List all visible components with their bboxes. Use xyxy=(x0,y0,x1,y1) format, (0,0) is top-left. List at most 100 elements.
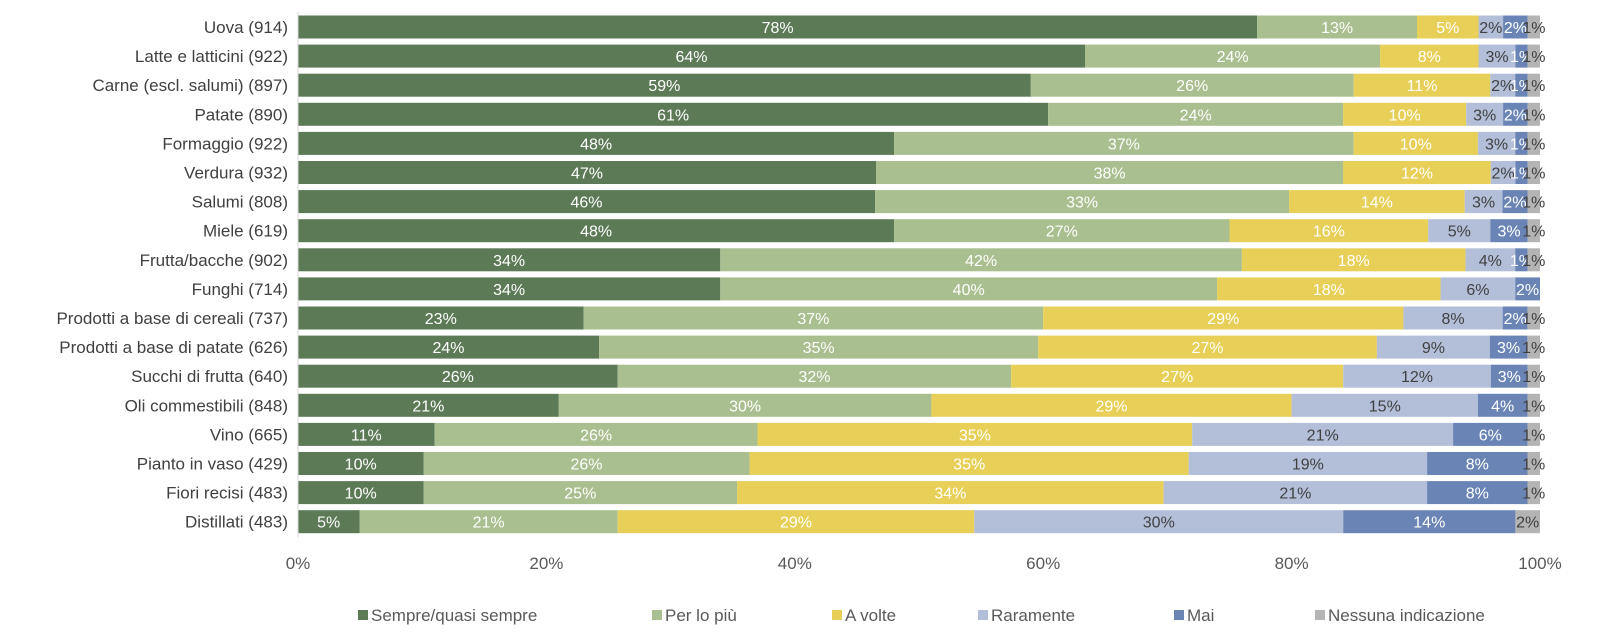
data-label: 26% xyxy=(570,457,602,474)
data-label: 5% xyxy=(1436,20,1459,37)
data-label: 19% xyxy=(1292,457,1324,474)
bar-segment xyxy=(1241,248,1466,272)
data-label: 1% xyxy=(1522,427,1545,444)
data-label: 26% xyxy=(1176,78,1208,95)
data-label: 1% xyxy=(1522,398,1545,415)
bar-segment xyxy=(1453,422,1528,446)
data-label: 1% xyxy=(1522,166,1545,183)
bar-segment xyxy=(298,422,435,446)
bar-segment xyxy=(876,161,1344,184)
bar-segment xyxy=(1477,131,1516,155)
data-label: 3% xyxy=(1497,340,1520,357)
bar-segment xyxy=(1085,44,1381,68)
data-label: 34% xyxy=(493,282,525,299)
category-label: Succhi di frutta (640) xyxy=(131,367,288,386)
bar-segment xyxy=(423,481,738,505)
bar-segment xyxy=(1490,161,1516,184)
bar-segment xyxy=(1464,190,1503,214)
data-label: 32% xyxy=(798,369,830,386)
data-label: 37% xyxy=(797,311,829,328)
bar-segment xyxy=(1291,393,1478,417)
data-label: 5% xyxy=(317,515,340,532)
bar-segment xyxy=(298,510,360,534)
bar-segment xyxy=(434,422,758,446)
data-label: 24% xyxy=(1180,107,1212,124)
bar-segment xyxy=(298,190,876,214)
data-label: 26% xyxy=(580,427,612,444)
data-label: 3% xyxy=(1473,107,1496,124)
data-label: 8% xyxy=(1466,457,1489,474)
bar-segment xyxy=(1289,190,1465,214)
data-label: 12% xyxy=(1401,166,1433,183)
bar-segment xyxy=(1515,161,1528,184)
data-label: 10% xyxy=(345,457,377,474)
bar-segment xyxy=(1380,44,1479,68)
bar-segment xyxy=(298,306,584,330)
data-label: 27% xyxy=(1191,340,1223,357)
bar-segment xyxy=(298,277,721,301)
data-label: 30% xyxy=(1143,515,1175,532)
bar-segment xyxy=(1030,73,1354,97)
bar-segment xyxy=(1503,15,1528,39)
bar-row: 11% 26% 35% 21% 6% 1% xyxy=(298,422,1545,446)
data-label: 61% xyxy=(657,107,689,124)
bar-segment xyxy=(1527,161,1540,184)
legend-item: Per lo più xyxy=(652,606,737,625)
data-label: 1% xyxy=(1510,166,1533,183)
legend-item: Mai xyxy=(1174,606,1214,625)
data-label: 12% xyxy=(1401,369,1433,386)
data-label: 1% xyxy=(1510,49,1533,66)
bar-segment xyxy=(1527,15,1540,39)
data-label: 21% xyxy=(412,398,444,415)
bar-segment xyxy=(1353,73,1491,97)
data-label: 26% xyxy=(442,369,474,386)
bar-segment xyxy=(1527,73,1540,97)
data-label: 6% xyxy=(1479,427,1502,444)
bar-segment xyxy=(894,219,1230,243)
bar-row: 23% 37% 29% 8% 2%1% xyxy=(298,306,1545,330)
data-label: 16% xyxy=(1313,224,1345,241)
data-label: 24% xyxy=(432,340,464,357)
category-label: Fiori recisi (483) xyxy=(166,484,288,503)
bar-segment xyxy=(1527,102,1540,126)
category-label: Carne (escl. salumi) (897) xyxy=(92,76,288,95)
legend-swatch xyxy=(832,610,842,620)
data-label: 4% xyxy=(1491,398,1514,415)
bars-layer: 78% 13% 5% 2% 2%1%64% 24% 8% 3% 1%1%59% 26% 11% 2%1… xyxy=(298,15,1545,534)
data-label: 38% xyxy=(1094,166,1126,183)
data-label: 4% xyxy=(1479,253,1502,270)
data-label: 18% xyxy=(1338,253,1370,270)
data-label: 1% xyxy=(1510,78,1533,95)
data-label: 33% xyxy=(1066,195,1098,212)
bar-segment xyxy=(423,452,750,475)
legend-item: Sempre/quasi sempre xyxy=(358,606,537,625)
bar-segment xyxy=(1440,277,1516,301)
category-label: Funghi (714) xyxy=(192,280,288,299)
data-label: 35% xyxy=(953,457,985,474)
bar-row: 59% 26% 11% 2%1%1% xyxy=(298,73,1545,97)
data-label: 1% xyxy=(1522,78,1545,95)
bar-row: 47% 38% 12% 2%1%1% xyxy=(298,161,1545,184)
legend-swatch xyxy=(1315,610,1325,620)
bar-segment xyxy=(558,393,932,417)
bar-segment xyxy=(1527,131,1540,155)
bar-segment xyxy=(1257,15,1418,39)
bar-segment xyxy=(1478,15,1504,39)
bar-segment xyxy=(298,219,895,243)
bar-segment xyxy=(298,335,600,359)
data-label: 1% xyxy=(1522,486,1545,503)
legend-swatch xyxy=(358,610,368,620)
bar-segment xyxy=(1343,364,1491,388)
bar-segment xyxy=(359,510,618,534)
bar-segment xyxy=(1217,277,1441,301)
legend-label: Nessuna indicazione xyxy=(1328,606,1485,625)
bar-segment xyxy=(1043,306,1404,330)
x-tick-label: 100% xyxy=(1518,554,1561,573)
data-label: 29% xyxy=(1095,398,1127,415)
data-label: 8% xyxy=(1418,49,1441,66)
data-label: 2% xyxy=(1491,78,1514,95)
bar-segment xyxy=(1527,452,1540,475)
data-label: 40% xyxy=(953,282,985,299)
bar-segment xyxy=(931,393,1292,417)
data-label: 9% xyxy=(1422,340,1445,357)
